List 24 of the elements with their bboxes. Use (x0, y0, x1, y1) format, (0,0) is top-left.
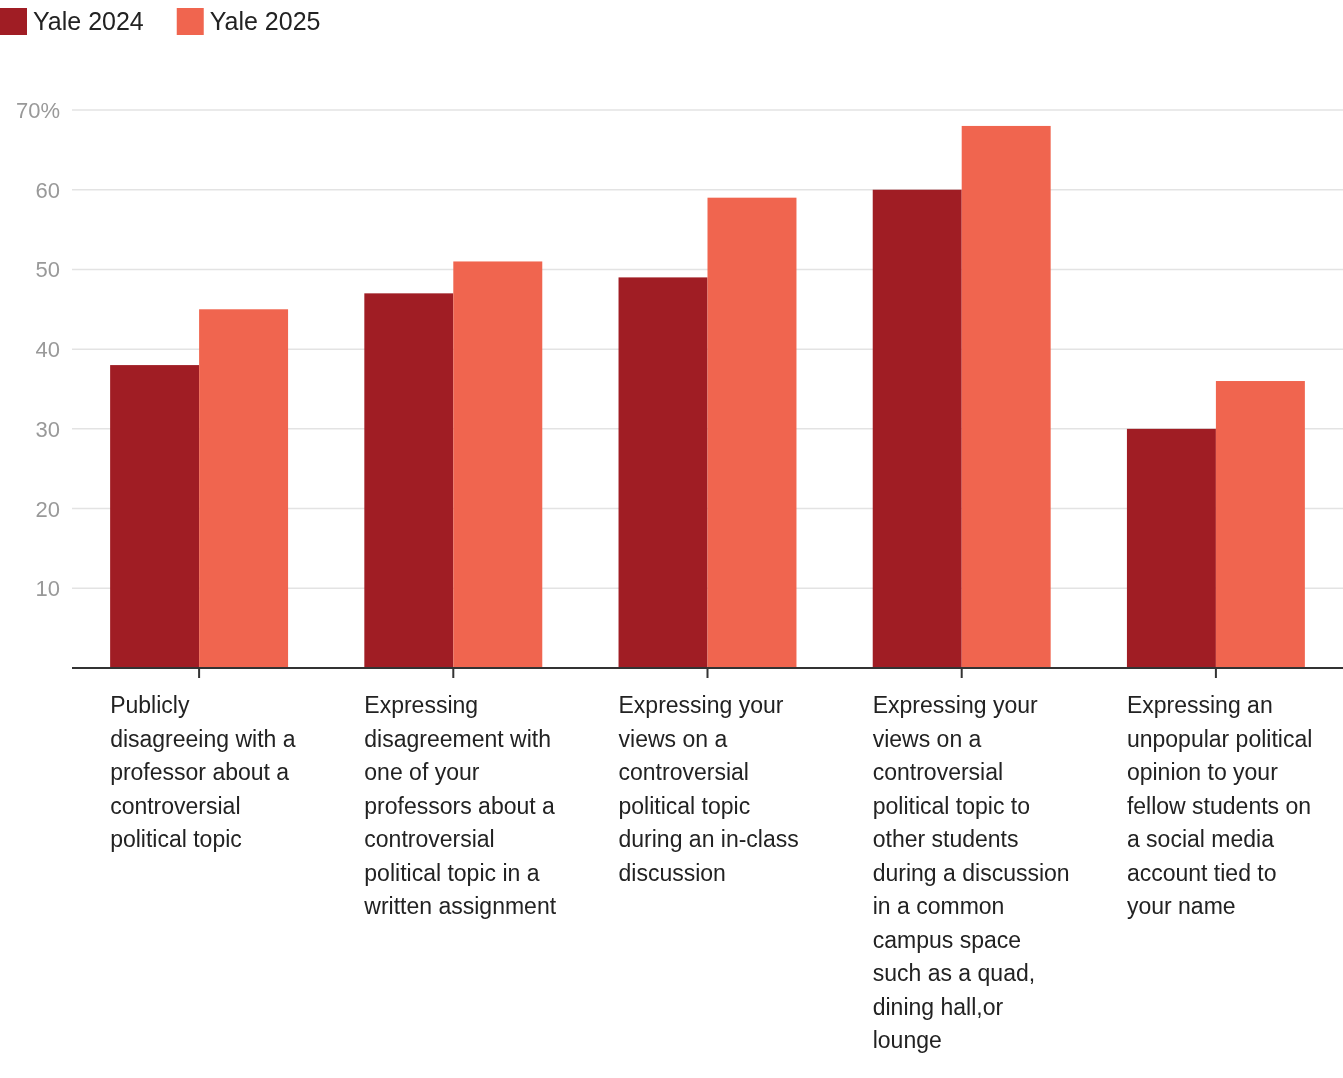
x-tick-label: Expressing disagreement with one of your professors about a controversial political topic in a written assignment (363, 692, 557, 919)
y-tick-label: 70% (15, 98, 60, 123)
bar (872, 189, 962, 668)
bar (364, 293, 454, 668)
bar (453, 261, 543, 668)
x-tick-label: Expressing an unpopular political opinion to your fellow students on a social media account tied to your name (1126, 692, 1313, 919)
y-tick-label: 20 (35, 496, 60, 522)
bar (199, 309, 289, 668)
y-tick-label: 10 (35, 576, 60, 602)
category-label: Expressing your views on a controversial political topic to other students during a discussion in a common campus space such as a quad, dining hall,or lounge (872, 692, 1070, 1053)
x-tick-label: Expressing your views on a controversial political topic during an in-class discussion (618, 692, 799, 886)
bar (110, 365, 200, 668)
legend-label: Yale 2024 (33, 7, 144, 35)
bar (1215, 381, 1305, 668)
y-tick-label: 60 (35, 177, 60, 203)
y-tick-label: 30 (35, 416, 60, 442)
bar (1126, 428, 1216, 668)
legend-label: Yale 2025 (209, 7, 321, 35)
y-tick-label: 40 (35, 337, 60, 363)
bar (707, 197, 797, 668)
y-tick-label: 50 (35, 257, 60, 283)
bar (961, 125, 1051, 668)
x-tick-label: Publicly disagreeing with a professor about a controversial political topic (110, 692, 296, 852)
bar (618, 277, 708, 668)
